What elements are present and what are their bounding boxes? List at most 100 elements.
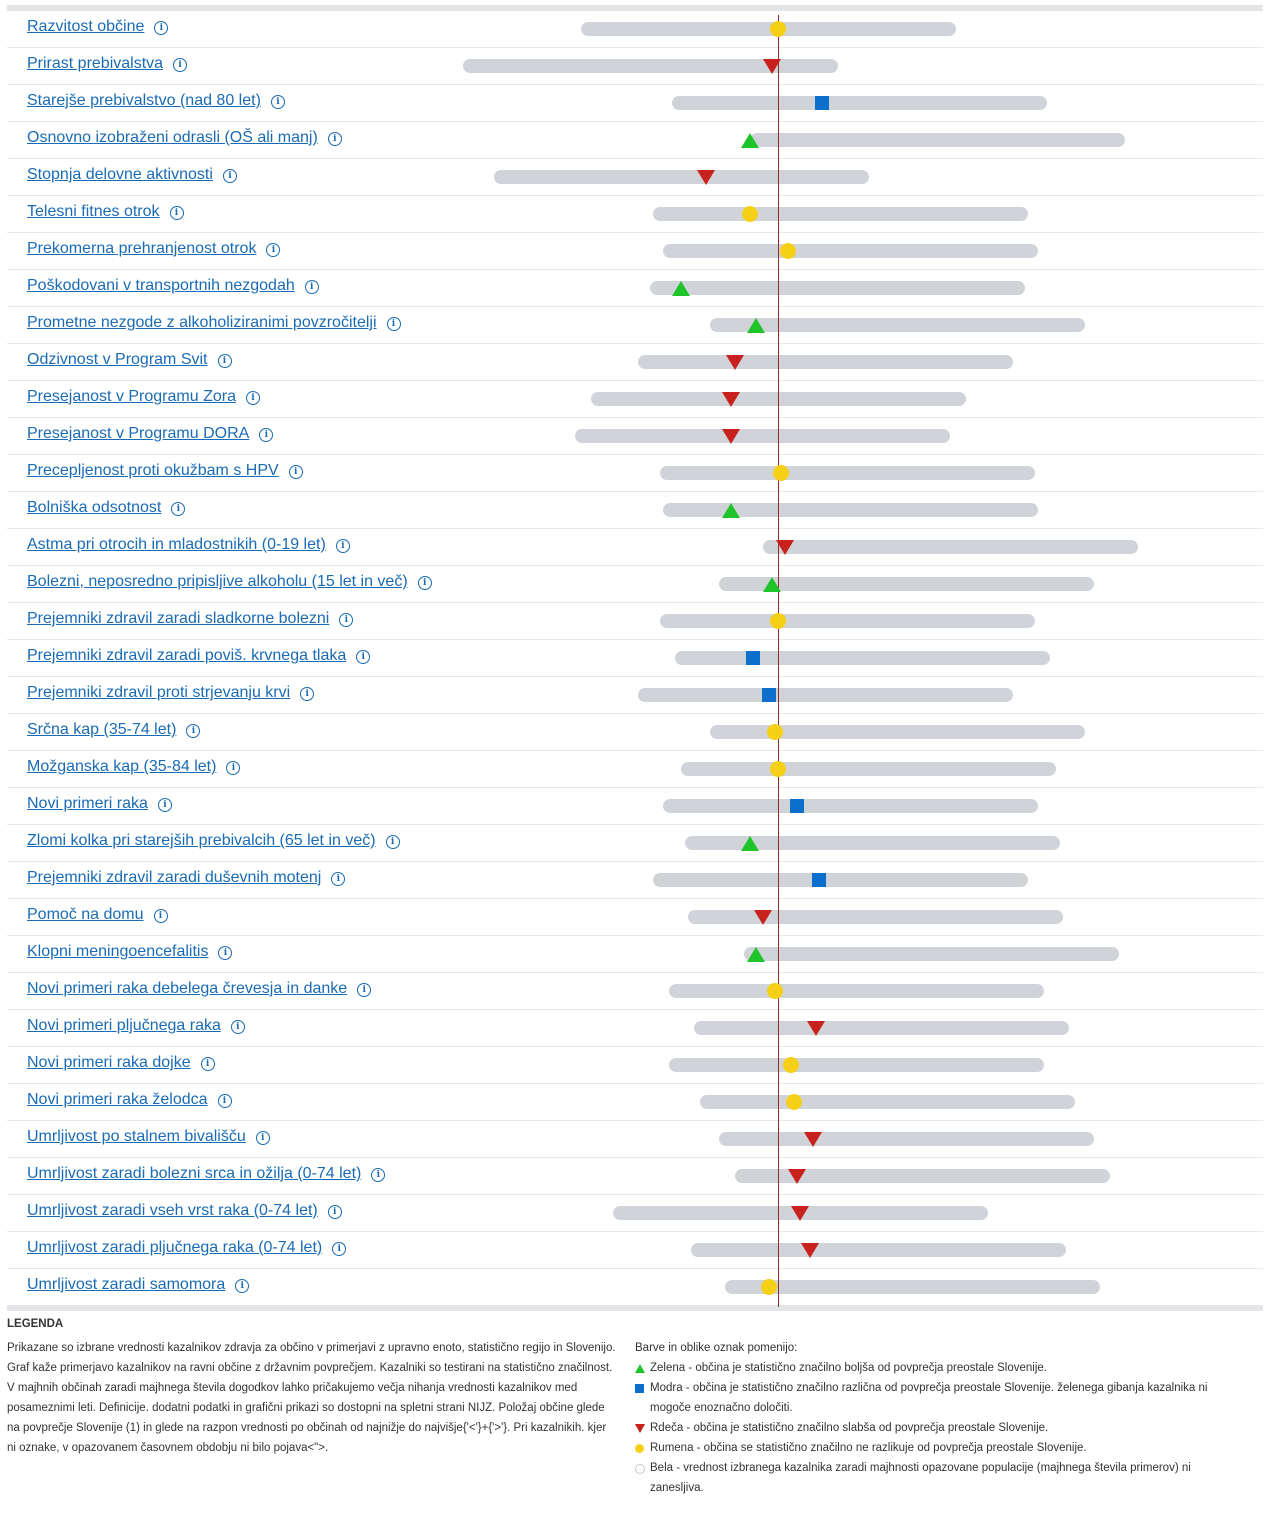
value-marker-yellow[interactable] — [767, 983, 784, 999]
info-icon[interactable]: i — [304, 280, 319, 294]
info-icon[interactable]: i — [235, 1279, 250, 1293]
value-marker-green[interactable] — [741, 132, 760, 148]
indicator-link[interactable]: Bolniška odsotnost — [27, 499, 162, 516]
info-icon[interactable]: i — [186, 724, 201, 738]
info-icon[interactable]: i — [300, 687, 315, 701]
info-icon[interactable]: i — [288, 465, 303, 479]
indicator-link[interactable]: Novi primeri raka — [27, 795, 148, 812]
value-marker-red[interactable] — [806, 1020, 825, 1036]
info-icon[interactable]: i — [259, 428, 274, 442]
indicator-link[interactable]: Klopni meningoencefalitis — [27, 943, 209, 960]
info-icon[interactable]: i — [226, 761, 241, 775]
info-icon[interactable]: i — [255, 1131, 270, 1145]
value-marker-blue[interactable] — [811, 873, 826, 887]
indicator-link[interactable]: Prejemniki zdravil zaradi poviš. krvnega… — [27, 647, 347, 664]
indicator-link[interactable]: Osnovno izobraženi odrasli (OŠ ali manj) — [27, 129, 318, 146]
info-icon[interactable]: i — [339, 613, 354, 627]
info-icon[interactable]: i — [217, 1094, 232, 1108]
value-marker-blue[interactable] — [790, 799, 804, 813]
value-marker-red[interactable] — [697, 169, 716, 185]
indicator-link[interactable]: Prekomerna prehranjenost otrok — [27, 240, 257, 257]
value-marker-yellow[interactable] — [770, 21, 787, 37]
value-marker-yellow[interactable] — [773, 465, 790, 481]
info-icon[interactable]: i — [169, 206, 184, 220]
value-marker-red[interactable] — [763, 58, 781, 74]
info-icon[interactable]: i — [332, 1242, 347, 1256]
info-icon[interactable]: i — [218, 946, 233, 960]
indicator-link[interactable]: Umrljivost zaradi pljučnega raka (0-74 l… — [27, 1239, 323, 1256]
info-icon[interactable]: i — [327, 132, 342, 146]
indicator-link[interactable]: Poškodovani v transportnih nezgodah — [27, 277, 295, 294]
value-marker-red[interactable] — [800, 1242, 819, 1258]
indicator-link[interactable]: Precepljenost proti okužbam s HPV — [27, 462, 279, 479]
value-marker-red[interactable] — [788, 1168, 806, 1184]
info-icon[interactable]: i — [153, 909, 168, 923]
indicator-link[interactable]: Možganska kap (35-84 let) — [27, 758, 217, 775]
indicator-link[interactable]: Prejemniki zdravil zaradi sladkorne bole… — [27, 610, 330, 627]
indicator-link[interactable]: Starejše prebivalstvo (nad 80 let) — [27, 92, 261, 109]
info-icon[interactable]: i — [386, 317, 401, 331]
value-marker-green[interactable] — [722, 502, 741, 518]
info-icon[interactable]: i — [200, 1057, 215, 1071]
indicator-link[interactable]: Umrljivost zaradi vseh vrst raka (0-74 l… — [27, 1202, 318, 1219]
value-marker-green[interactable] — [741, 835, 760, 851]
indicator-link[interactable]: Umrljivost zaradi bolezni srca in ožilja… — [27, 1165, 362, 1182]
value-marker-yellow[interactable] — [760, 1279, 777, 1295]
value-marker-yellow[interactable] — [742, 206, 759, 222]
indicator-link[interactable]: Presejanost v Programu DORA — [27, 425, 250, 442]
info-icon[interactable]: i — [331, 872, 346, 886]
value-marker-red[interactable] — [803, 1131, 822, 1147]
info-icon[interactable]: i — [245, 391, 260, 405]
indicator-link[interactable]: Stopnja delovne aktivnosti — [27, 166, 213, 183]
indicator-link[interactable]: Prometne nezgode z alkoholiziranimi povz… — [27, 314, 377, 331]
value-marker-blue[interactable] — [815, 96, 829, 110]
value-marker-yellow[interactable] — [767, 724, 784, 740]
indicator-link[interactable]: Umrljivost po stalnem bivališču — [27, 1128, 246, 1145]
indicator-link[interactable]: Srčna kap (35-74 let) — [27, 721, 177, 738]
indicator-link[interactable]: Odzivnost v Program Svit — [27, 351, 208, 368]
info-icon[interactable]: i — [217, 354, 232, 368]
info-icon[interactable]: i — [356, 650, 371, 664]
info-icon[interactable]: i — [270, 95, 285, 109]
info-icon[interactable]: i — [266, 243, 281, 257]
info-icon[interactable]: i — [230, 1020, 245, 1034]
value-marker-yellow[interactable] — [770, 761, 787, 777]
value-marker-blue[interactable] — [746, 651, 761, 665]
value-marker-green[interactable] — [763, 576, 781, 592]
indicator-link[interactable]: Novi primeri raka debelega črevesja in d… — [27, 980, 348, 997]
value-marker-green[interactable] — [747, 317, 766, 333]
indicator-link[interactable]: Astma pri otrocih in mladostnikih (0-19 … — [27, 536, 326, 553]
value-marker-green[interactable] — [747, 946, 766, 962]
value-marker-yellow[interactable] — [770, 613, 787, 629]
indicator-link[interactable]: Zlomi kolka pri starejših prebivalcih (6… — [27, 832, 376, 849]
info-icon[interactable]: i — [327, 1205, 342, 1219]
info-icon[interactable]: i — [173, 58, 188, 72]
value-marker-red[interactable] — [791, 1205, 810, 1221]
value-marker-red[interactable] — [753, 909, 772, 925]
value-marker-yellow[interactable] — [785, 1094, 802, 1110]
info-icon[interactable]: i — [171, 502, 186, 516]
indicator-link[interactable]: Presejanost v Programu Zora — [27, 388, 236, 405]
value-marker-blue[interactable] — [761, 688, 776, 702]
info-icon[interactable]: i — [385, 835, 400, 849]
indicator-link[interactable]: Prejemniki zdravil proti strjevanju krvi — [27, 684, 291, 701]
value-marker-yellow[interactable] — [779, 243, 796, 259]
value-marker-red[interactable] — [725, 354, 744, 370]
indicator-link[interactable]: Pomoč na domu — [27, 906, 144, 923]
indicator-link[interactable]: Prirast prebivalstva — [27, 55, 164, 72]
indicator-link[interactable]: Razvitost občine — [27, 18, 145, 35]
value-marker-green[interactable] — [672, 280, 691, 296]
info-icon[interactable]: i — [222, 169, 237, 183]
info-icon[interactable]: i — [154, 21, 169, 35]
info-icon[interactable]: i — [417, 576, 432, 590]
value-marker-red[interactable] — [775, 539, 794, 555]
info-icon[interactable]: i — [335, 539, 350, 553]
value-marker-yellow[interactable] — [782, 1057, 799, 1073]
value-marker-red[interactable] — [722, 391, 741, 407]
value-marker-red[interactable] — [722, 428, 741, 444]
indicator-link[interactable]: Novi primeri raka dojke — [27, 1054, 191, 1071]
indicator-link[interactable]: Umrljivost zaradi samomora — [27, 1276, 226, 1293]
info-icon[interactable]: i — [357, 983, 372, 997]
info-icon[interactable]: i — [157, 798, 172, 812]
indicator-link[interactable]: Telesni fitnes otrok — [27, 203, 160, 220]
